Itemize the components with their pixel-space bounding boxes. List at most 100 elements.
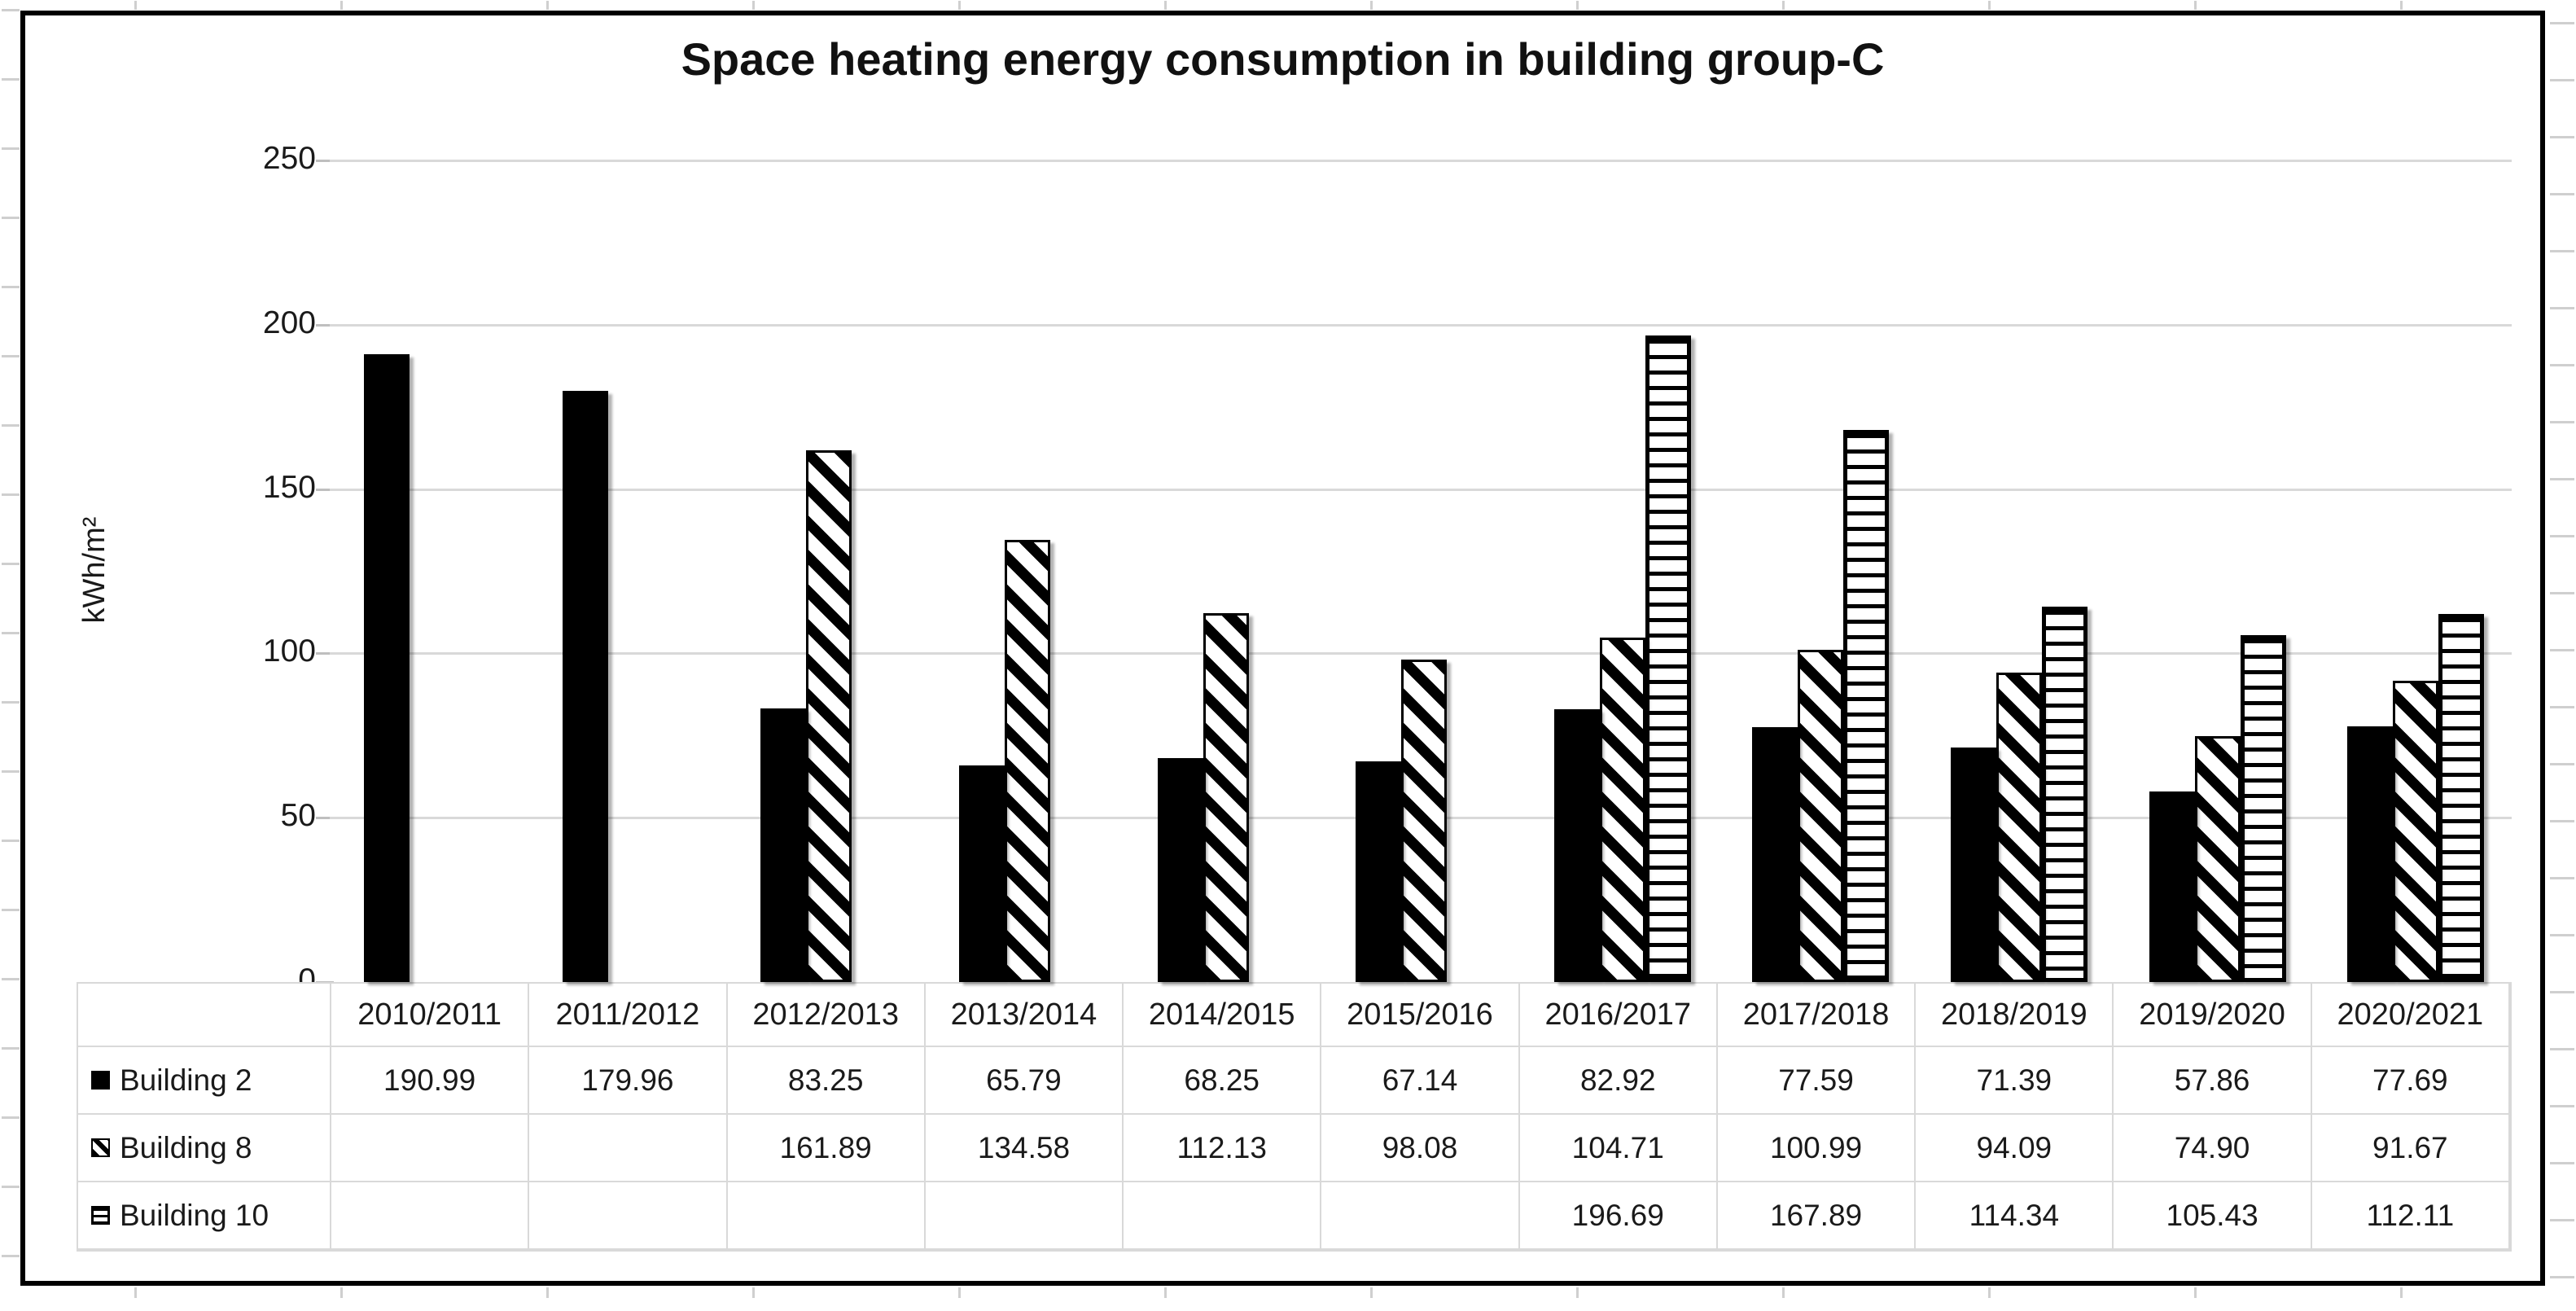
- worksheet-row-line: [2, 1047, 20, 1050]
- bar-building-8-2012-2013[interactable]: [806, 450, 852, 982]
- worksheet-row-line: [2550, 877, 2574, 879]
- bar-building-2-2016-2017[interactable]: [1554, 709, 1600, 982]
- worksheet-column-line: [340, 1, 343, 10]
- worksheet-row-line: [2, 632, 20, 634]
- y-axis-title: kWh/m²: [77, 516, 112, 624]
- table-cell-building-10-2015-2016: [1321, 1182, 1520, 1250]
- bar-building-2-2011-2012[interactable]: [563, 391, 608, 982]
- table-cell-building-10-2017-2018: 167.89: [1717, 1182, 1917, 1250]
- legend-label-building-8: Building 8: [120, 1130, 252, 1164]
- table-header-2013-2014: 2013/2014: [925, 984, 1124, 1047]
- table-cell-building-10-2011-2012: [529, 1182, 728, 1250]
- worksheet-row-line: [2, 563, 20, 565]
- bar-building-8-2019-2020[interactable]: [2195, 736, 2241, 982]
- bar-building-2-2020-2021[interactable]: [2347, 726, 2393, 982]
- worksheet-column-line: [1988, 1287, 1991, 1298]
- bar-building-8-2017-2018[interactable]: [1798, 650, 1843, 982]
- bar-building-10-2016-2017[interactable]: [1645, 335, 1691, 982]
- y-tick-mark-250: [316, 160, 334, 162]
- bar-building-2-2015-2016[interactable]: [1356, 761, 1401, 982]
- worksheet-column-line: [1164, 1287, 1167, 1298]
- bar-building-2-2010-2011[interactable]: [364, 354, 410, 982]
- table-cell-building-10-2012-2013: [727, 1182, 926, 1250]
- worksheet-column-line: [1576, 1287, 1579, 1298]
- worksheet-row-line: [2, 147, 20, 150]
- table-cell-building-2-2019-2020: 57.86: [2114, 1047, 2312, 1115]
- legend-entry-building-2: Building 2: [78, 1047, 331, 1115]
- table-cell-building-2-2012-2013: 83.25: [727, 1047, 926, 1115]
- bar-building-2-2017-2018[interactable]: [1752, 727, 1798, 982]
- worksheet-column-line: [1164, 1, 1167, 10]
- worksheet-column-line: [752, 1287, 755, 1298]
- table-cell-building-2-2010-2011: 190.99: [331, 1047, 530, 1115]
- table-cell-building-8-2020-2021: 91.67: [2311, 1115, 2510, 1182]
- legend-label-building-10: Building 10: [120, 1198, 269, 1232]
- bar-building-2-2019-2020[interactable]: [2149, 791, 2195, 982]
- worksheet-column-line: [752, 1, 755, 10]
- legend-label-building-2: Building 2: [120, 1063, 252, 1097]
- worksheet-column-line: [546, 1287, 549, 1298]
- bar-building-10-2019-2020[interactable]: [2241, 635, 2286, 982]
- worksheet-column-line: [340, 1287, 343, 1298]
- worksheet-column-line: [1782, 1287, 1785, 1298]
- worksheet-row-line: [2550, 193, 2574, 195]
- table-header-2012-2013: 2012/2013: [727, 984, 926, 1047]
- worksheet-row-line: [2550, 478, 2574, 480]
- worksheet-row-line: [2550, 364, 2574, 366]
- worksheet-column-line: [1988, 1, 1991, 10]
- worksheet-row-line: [2, 9, 20, 11]
- table-cell-building-10-2020-2021: 112.11: [2311, 1182, 2510, 1250]
- legend-swatch-building-8: [91, 1138, 110, 1157]
- bar-building-8-2016-2017[interactable]: [1600, 638, 1645, 982]
- worksheet-column-line: [1782, 1, 1785, 10]
- worksheet-row-line: [2, 701, 20, 704]
- worksheet-row-line: [2550, 934, 2574, 936]
- bar-building-2-2014-2015[interactable]: [1158, 758, 1203, 982]
- bar-building-8-2013-2014[interactable]: [1005, 540, 1050, 982]
- bar-building-8-2014-2015[interactable]: [1203, 613, 1249, 982]
- legend-swatch-building-2: [91, 1071, 110, 1090]
- worksheet-column-line: [134, 1, 137, 10]
- worksheet-row-line: [2550, 991, 2574, 993]
- bar-building-8-2015-2016[interactable]: [1401, 660, 1447, 982]
- table-cell-building-2-2015-2016: 67.14: [1321, 1047, 1520, 1115]
- table-header-2010-2011: 2010/2011: [331, 984, 530, 1047]
- table-cell-building-2-2018-2019: 71.39: [1916, 1047, 2114, 1115]
- plot-area[interactable]: [330, 160, 2512, 982]
- gridline-100: [330, 652, 2512, 656]
- table-header-2014-2015: 2014/2015: [1124, 984, 1322, 1047]
- table-cell-building-2-2014-2015: 68.25: [1124, 1047, 1322, 1115]
- chart-title[interactable]: Space heating energy consumption in buil…: [681, 33, 1885, 85]
- table-corner-cell: [78, 984, 331, 1047]
- table-cell-building-8-2012-2013: 161.89: [727, 1115, 926, 1182]
- bar-building-2-2018-2019[interactable]: [1951, 748, 1996, 982]
- table-header-2020-2021: 2020/2021: [2311, 984, 2510, 1047]
- worksheet-row-line: [2, 355, 20, 357]
- table-header-2016-2017: 2016/2017: [1519, 984, 1718, 1047]
- table-header-2015-2016: 2015/2016: [1321, 984, 1520, 1047]
- bar-building-8-2020-2021[interactable]: [2393, 681, 2438, 982]
- bar-building-10-2018-2019[interactable]: [2042, 607, 2088, 982]
- bar-building-10-2017-2018[interactable]: [1843, 430, 1889, 982]
- worksheet-row-line: [2, 1255, 20, 1257]
- bar-building-2-2012-2013[interactable]: [760, 708, 806, 982]
- bar-building-2-2013-2014[interactable]: [959, 765, 1005, 982]
- y-tick-label-150: 150: [262, 469, 316, 505]
- worksheet-column-line: [546, 1, 549, 10]
- y-tick-mark-200: [316, 323, 334, 327]
- y-tick-mark-150: [316, 488, 334, 491]
- worksheet-row-line: [2, 770, 20, 773]
- bar-building-8-2018-2019[interactable]: [1996, 673, 2042, 982]
- table-header-2018-2019: 2018/2019: [1916, 984, 2114, 1047]
- worksheet-row-line: [2, 909, 20, 911]
- y-tick-label-50: 50: [280, 798, 316, 834]
- y-tick-mark-100: [316, 652, 334, 656]
- table-cell-building-10-2013-2014: [925, 1182, 1124, 1250]
- bar-building-10-2020-2021[interactable]: [2438, 614, 2484, 982]
- table-cell-building-8-2015-2016: 98.08: [1321, 1115, 1520, 1182]
- table-cell-building-10-2018-2019: 114.34: [1916, 1182, 2114, 1250]
- table-cell-building-10-2014-2015: [1124, 1182, 1322, 1250]
- table-cell-building-2-2017-2018: 77.59: [1717, 1047, 1917, 1115]
- worksheet-column-line: [1576, 1, 1579, 10]
- worksheet-column-line: [2194, 1287, 2197, 1298]
